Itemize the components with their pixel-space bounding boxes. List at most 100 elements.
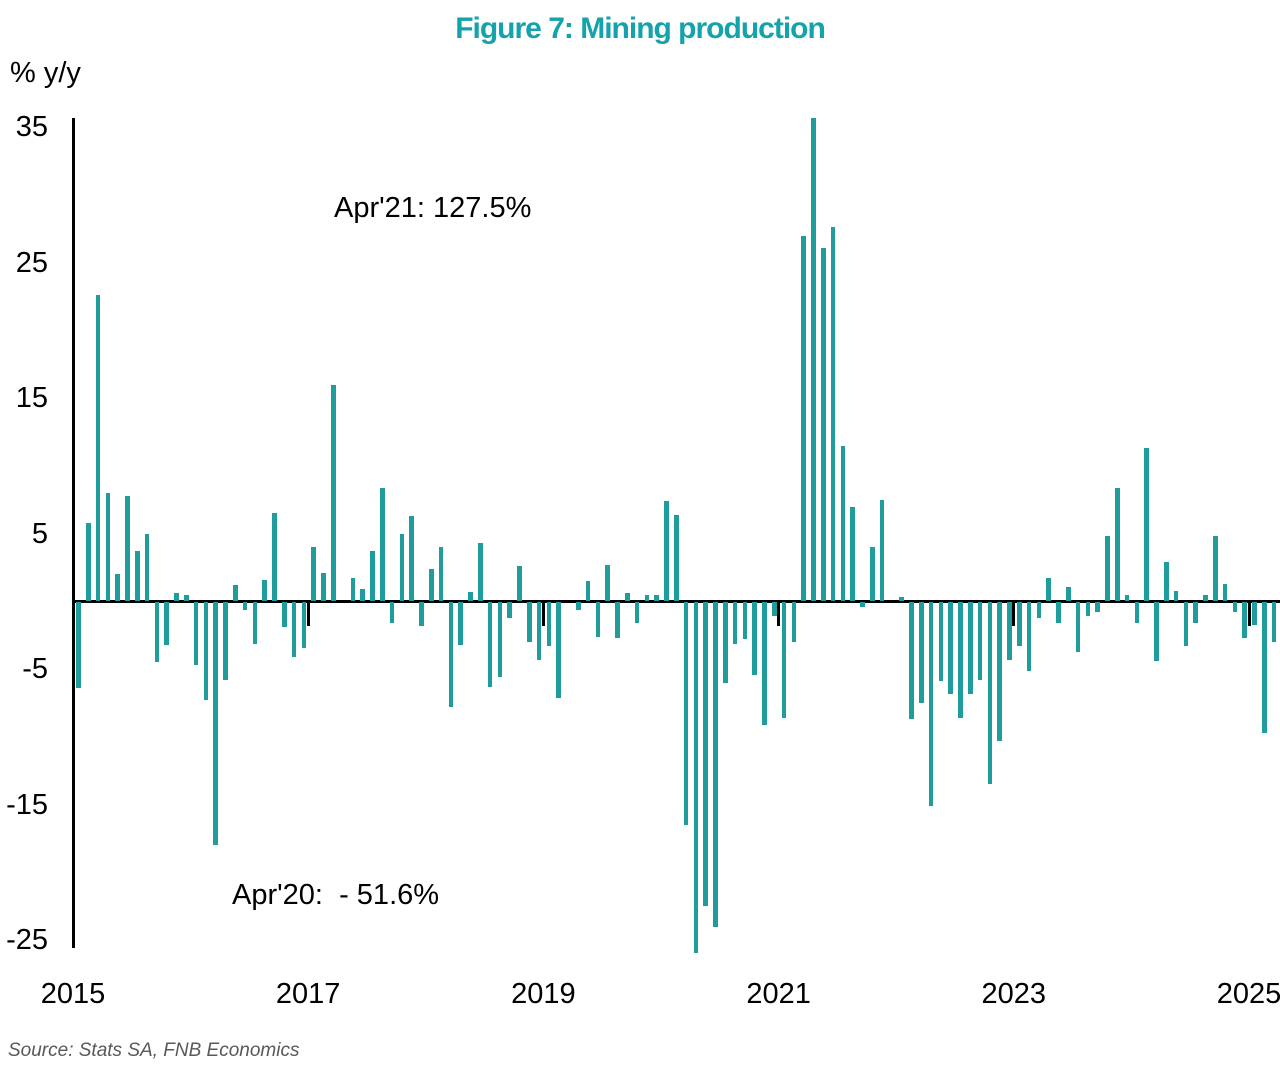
bar-2020-09: [742, 601, 748, 640]
bar-2023-08: [1085, 601, 1091, 617]
bar-2021-05: [821, 247, 826, 602]
bar-2024-10: [1222, 583, 1228, 602]
bar-2023-09: [1095, 601, 1100, 613]
bar-2023-07: [1075, 601, 1081, 652]
bar-2017-09: [389, 601, 395, 624]
x-tick-mark-2017: [306, 601, 310, 626]
bar-2017-02: [321, 573, 326, 602]
bar-2025-03: [1271, 601, 1277, 643]
bar-2015-09: [154, 601, 160, 663]
bar-2020-06: [713, 601, 718, 927]
bar-2021-02: [791, 601, 797, 643]
y-tick-35: 35: [15, 111, 48, 144]
bar-2016-03: [213, 601, 218, 846]
bar-2017-01: [311, 547, 316, 602]
annotation-apr21-peak: Apr'21: 127.5%: [334, 192, 532, 224]
bar-2022-10: [987, 601, 993, 785]
bar-2019-04: [576, 601, 581, 610]
bar-2024-01: [1134, 601, 1140, 624]
x-tick-mark-2019: [541, 601, 545, 626]
bar-2022-09: [977, 601, 983, 681]
bar-2025-02: [1262, 601, 1267, 733]
bar-2021-08: [850, 506, 855, 602]
source-note: Source: Stats SA, FNB Economics: [8, 1040, 300, 1061]
bar-2016-11: [291, 601, 297, 658]
bar-2021-10: [870, 547, 875, 602]
bar-2018-06: [478, 543, 483, 602]
bar-2015-03: [95, 295, 101, 602]
bar-2024-08: [1203, 594, 1208, 602]
bar-2024-02: [1144, 448, 1149, 602]
bar-2018-01: [429, 568, 434, 602]
bar-2023-01: [1017, 601, 1022, 647]
bar-2022-11: [997, 601, 1002, 742]
bar-2024-05: [1173, 590, 1179, 602]
bar-2020-05: [703, 601, 708, 907]
y-tick--15: -15: [6, 788, 48, 821]
bar-2022-02: [909, 601, 914, 720]
bar-2024-04: [1164, 562, 1169, 602]
bar-2019-01: [546, 601, 552, 647]
bar-2018-12: [536, 601, 542, 660]
x-tick-label-2021: 2021: [746, 978, 811, 1010]
x-tick-label-2023: 2023: [981, 978, 1047, 1010]
x-tick-mark-2025: [1247, 601, 1251, 626]
bar-2015-06: [125, 495, 130, 602]
bar-2019-12: [654, 594, 659, 602]
bar-2022-04: [928, 601, 934, 807]
bar-2020-12: [772, 601, 777, 617]
bar-2020-10: [752, 601, 757, 675]
bar-2018-04: [458, 601, 463, 645]
y-tick-5: 5: [31, 517, 48, 550]
bar-2022-03: [919, 601, 924, 704]
bar-2019-10: [634, 601, 640, 624]
bar-2020-11: [762, 601, 767, 725]
bar-2016-10: [282, 601, 287, 628]
y-tick-25: 25: [15, 246, 48, 279]
bar-2017-03: [331, 384, 336, 602]
bar-2023-10: [1105, 536, 1110, 602]
bar-2023-11: [1115, 487, 1120, 602]
bar-2022-06: [948, 601, 953, 694]
x-tick-label-2019: 2019: [511, 978, 576, 1010]
annotation-apr20-trough: Apr'20: - 51.6%: [232, 879, 440, 911]
bar-2021-06: [830, 227, 836, 602]
bar-2017-06: [360, 589, 365, 602]
x-tick-mark-2023: [1012, 601, 1016, 626]
x-tick-label-2017: 2017: [275, 978, 341, 1010]
bar-2016-01: [193, 601, 199, 666]
bar-2015-08: [144, 533, 150, 602]
bar-2021-11: [879, 499, 885, 602]
zero-baseline: [72, 600, 1280, 603]
bar-2019-08: [615, 601, 620, 639]
bar-2022-05: [938, 601, 944, 682]
bar-2018-02: [438, 547, 444, 602]
bar-2017-07: [370, 551, 375, 602]
bar-2020-01: [664, 501, 669, 602]
bar-2023-03: [1036, 601, 1042, 618]
bar-2019-06: [595, 601, 601, 637]
bar-2021-03: [801, 235, 806, 602]
bar-2018-03: [448, 601, 454, 708]
y-axis-line: [72, 118, 75, 948]
bar-2017-05: [350, 578, 356, 602]
bar-2015-12: [184, 594, 189, 602]
bar-2021-04: [811, 117, 816, 602]
bar-2018-10: [517, 566, 522, 602]
bar-2018-07: [487, 601, 493, 687]
x-tick-label-2025: 2025: [1216, 978, 1280, 1010]
bar-2024-06: [1183, 601, 1189, 647]
bar-2016-08: [262, 579, 267, 602]
bar-2024-12: [1242, 601, 1247, 639]
bar-2019-09: [625, 593, 630, 602]
bar-2015-02: [86, 522, 91, 602]
bar-2019-11: [644, 594, 650, 602]
bar-2016-05: [233, 585, 238, 602]
bar-2017-11: [409, 516, 414, 602]
bar-2020-08: [732, 601, 738, 644]
bar-2024-09: [1213, 536, 1218, 602]
bar-2018-08: [497, 601, 503, 678]
bar-2020-02: [674, 514, 679, 602]
bar-2022-12: [1007, 601, 1012, 660]
